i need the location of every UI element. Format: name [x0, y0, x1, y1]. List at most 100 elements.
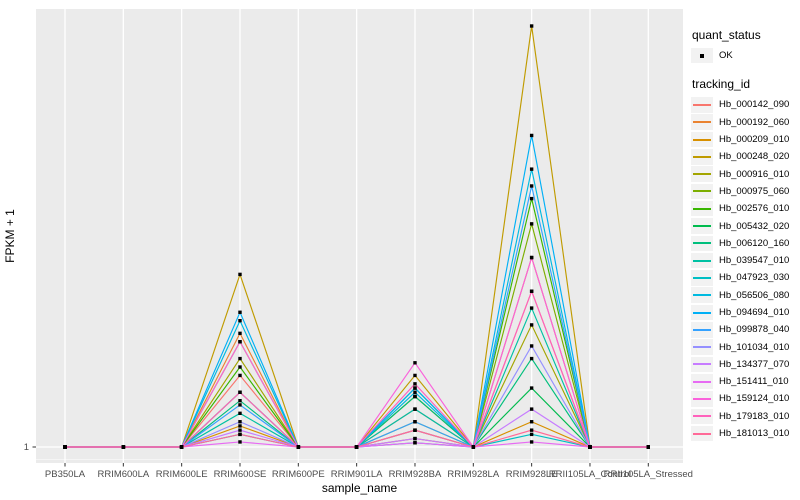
- data-point: [529, 184, 534, 188]
- data-point: [529, 306, 534, 310]
- legend-item-quant-status-ok: OK: [691, 47, 799, 64]
- data-point: [529, 420, 534, 424]
- line-key-icon: [691, 270, 713, 286]
- legend-item-Hb_056506_080: Hb_056506_080: [691, 287, 799, 304]
- data-point: [529, 24, 534, 28]
- data-point: [238, 356, 242, 361]
- line-key-icon: [691, 322, 713, 338]
- data-point: [121, 445, 126, 449]
- x-tick-label: RRIM928LE: [506, 469, 558, 480]
- data-point: [529, 289, 534, 293]
- point-key-icon: [691, 47, 713, 64]
- data-point: [413, 390, 417, 394]
- data-point: [413, 441, 417, 445]
- line-key-icon: [691, 287, 713, 303]
- y-axis-title: FPKM + 1: [3, 209, 17, 263]
- data-point: [238, 365, 242, 369]
- x-tick-label: RRII105LA_Control: [549, 469, 631, 480]
- x-tick-label: RRIM928LA: [447, 469, 499, 480]
- legend-item-Hb_000975_060: Hb_000975_060: [691, 183, 799, 200]
- data-point: [529, 386, 534, 390]
- data-point: [529, 323, 534, 327]
- line-key-icon: [691, 200, 713, 217]
- data-point: [413, 382, 417, 386]
- legend-title-quant-status: quant_status: [692, 28, 761, 42]
- line-key-icon: [691, 391, 713, 407]
- legend-item-label: Hb_056506_080: [719, 289, 790, 301]
- data-point: [529, 432, 534, 437]
- data-point: [413, 361, 417, 365]
- legend-item-label: Hb_002576_010: [719, 203, 790, 215]
- x-tick-label: RRIM600SE: [214, 469, 267, 480]
- data-point: [529, 428, 534, 432]
- data-point: [529, 440, 534, 444]
- legend-item-Hb_000192_060: Hb_000192_060: [691, 114, 799, 131]
- legend-item-Hb_000142_090: Hb_000142_090: [691, 96, 799, 113]
- line-key-icon: [691, 304, 713, 321]
- legend-item-Hb_000209_010: Hb_000209_010: [691, 131, 799, 148]
- data-point: [238, 420, 242, 424]
- data-point: [529, 255, 534, 260]
- data-point: [413, 428, 417, 432]
- data-point: [529, 167, 534, 171]
- legend-item-Hb_000248_020: Hb_000248_020: [691, 148, 799, 165]
- legend-item-Hb_134377_070: Hb_134377_070: [691, 356, 799, 373]
- data-point: [238, 373, 242, 378]
- x-tick-label: RRIM901LA: [331, 469, 383, 480]
- legend-item-Hb_039547_010: Hb_039547_010: [691, 252, 799, 269]
- x-tick-label: RRII105LA_Stressed: [604, 469, 693, 480]
- line-key-icon: [691, 339, 713, 355]
- legend-item-label: Hb_000209_010: [719, 134, 790, 146]
- legend-item-label: Hb_047923_030: [719, 272, 790, 284]
- line-key-icon: [691, 235, 713, 252]
- line-key-icon: [691, 183, 713, 200]
- legend-item-label: Hb_000916_010: [719, 168, 790, 180]
- line-key-icon: [691, 131, 713, 148]
- data-point: [238, 390, 242, 394]
- data-point: [471, 445, 476, 449]
- line-key-icon: [691, 252, 713, 269]
- legend-item-label: Hb_134377_070: [719, 358, 790, 370]
- legend-item-Hb_151411_010: Hb_151411_010: [691, 373, 799, 390]
- data-point: [238, 432, 242, 437]
- line-key-icon: [691, 166, 713, 182]
- line-key-icon: [691, 356, 713, 373]
- legend-item-Hb_179183_010: Hb_179183_010: [691, 408, 799, 425]
- data-point: [238, 398, 242, 403]
- legend-item-label: Hb_151411_010: [719, 376, 789, 388]
- data-point: [238, 428, 242, 432]
- legend-item-label: Hb_000975_060: [719, 185, 790, 197]
- data-point: [413, 373, 417, 378]
- x-tick-label: RRIM928BA: [389, 469, 442, 480]
- legend: quant_status OK tracking_id Hb_000142_09…: [691, 28, 799, 442]
- data-point: [646, 445, 650, 449]
- x-axis-title: sample_name: [322, 481, 398, 495]
- legend-item-Hb_094694_010: Hb_094694_010: [691, 304, 799, 321]
- data-point: [529, 407, 534, 411]
- data-point: [238, 440, 242, 444]
- line-key-icon: [691, 425, 713, 442]
- data-point: [238, 340, 242, 344]
- legend-item-Hb_101034_010: Hb_101034_010: [691, 338, 799, 355]
- data-point: [529, 356, 534, 361]
- line-key-icon: [691, 114, 713, 130]
- x-tick-label: RRIM600LE: [156, 469, 208, 480]
- data-point: [296, 445, 301, 449]
- legend-item-Hb_000916_010: Hb_000916_010: [691, 165, 799, 182]
- legend-item-label: Hb_039547_010: [719, 255, 790, 267]
- plot-panel: [36, 9, 683, 463]
- legend-item-label: Hb_181013_010: [719, 428, 790, 440]
- data-point: [238, 272, 242, 277]
- line-key-icon: [691, 149, 713, 165]
- data-point: [529, 196, 534, 201]
- legend-item-label: Hb_159124_010: [719, 393, 790, 405]
- legend-item-label: Hb_099878_040: [719, 324, 790, 336]
- data-point: [413, 394, 417, 399]
- legend-item-label: Hb_000192_060: [719, 116, 790, 128]
- data-point: [588, 445, 592, 449]
- line-key-icon: [691, 218, 713, 234]
- data-point: [413, 407, 417, 411]
- data-point: [413, 436, 417, 441]
